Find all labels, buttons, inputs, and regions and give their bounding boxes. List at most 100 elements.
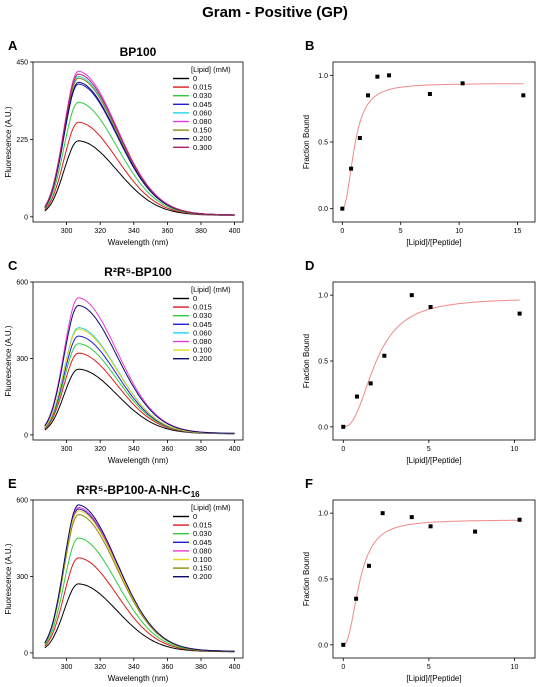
- legend-entry: 0.045: [193, 320, 212, 329]
- legend-entry: 0.015: [193, 303, 212, 312]
- legend-entry: 0.015: [193, 521, 212, 530]
- legend-title: [Lipid] (mM): [191, 65, 231, 74]
- x-axis-label: Wavelength (nm): [108, 456, 169, 465]
- plot-frame: [332, 61, 536, 223]
- x-tick-label: 10: [511, 446, 519, 453]
- x-tick-label: 340: [128, 446, 140, 453]
- legend-entry: 0.080: [193, 546, 212, 555]
- legend-entry: 0.080: [193, 117, 212, 126]
- legend-title: [Lipid] (mM): [191, 285, 231, 294]
- legend-entry: 0.015: [193, 83, 212, 92]
- panel-letter: C: [8, 258, 18, 273]
- x-tick-label: 380: [195, 228, 207, 235]
- fit-curve: [341, 83, 524, 210]
- y-tick-label: 0.0: [318, 424, 328, 431]
- x-tick-label: 400: [229, 228, 241, 235]
- panel-letter: B: [305, 38, 314, 53]
- series-line: [44, 304, 235, 434]
- series-line: [44, 504, 235, 652]
- y-tick-label: 600: [16, 280, 28, 287]
- plot-frame: [332, 499, 536, 659]
- data-point: [341, 424, 346, 429]
- x-tick-label: 10: [511, 664, 519, 671]
- x-axis-label: [Lipid]/[Peptide]: [406, 238, 461, 247]
- legend-entry: 0.200: [193, 354, 212, 363]
- data-point: [460, 81, 465, 86]
- data-point: [382, 353, 387, 358]
- data-point: [428, 305, 433, 310]
- y-tick-label: 300: [16, 356, 28, 363]
- legend-title: [Lipid] (mM): [191, 503, 231, 512]
- data-point: [517, 311, 522, 316]
- x-tick-label: 10: [455, 228, 463, 235]
- x-axis-label: Wavelength (nm): [108, 238, 169, 247]
- chart-title: BP100: [120, 45, 157, 59]
- y-tick-label: 0.5: [318, 359, 328, 366]
- data-point: [366, 563, 371, 568]
- legend-entry: 0.030: [193, 529, 212, 538]
- x-tick-label: 320: [94, 446, 106, 453]
- y-axis-label: Fraction Bound: [302, 552, 311, 606]
- panel-d: D 0 5 10 0.0 0.5 1.0 [Lipid]/[Peptide] Fraction …: [302, 258, 536, 465]
- plot-frame: [332, 281, 536, 441]
- data-point: [409, 515, 414, 520]
- y-tick-label: 0.0: [318, 642, 328, 649]
- fit-curve: [343, 299, 520, 428]
- data-point: [473, 529, 478, 534]
- x-tick-label: 340: [128, 228, 140, 235]
- x-tick-label: 0: [340, 228, 344, 235]
- plot-frame: [32, 61, 244, 223]
- data-point: [354, 394, 359, 399]
- legend-entry: 0.030: [193, 91, 212, 100]
- panel-a: A 300 320 340 360 380 400 0 225 450 Wavelength (nm…: [4, 38, 244, 247]
- panel-f: F 0 5 10 0.0 0.5 1.0 [Lipid]/[Peptide] Fraction …: [302, 476, 536, 683]
- legend-entry: 0: [193, 74, 197, 83]
- data-point: [380, 511, 385, 516]
- x-tick-label: 300: [61, 228, 73, 235]
- legend-entry: 0.030: [193, 311, 212, 320]
- y-tick-label: 0: [24, 650, 28, 657]
- data-point: [387, 73, 392, 78]
- series-line: [44, 352, 235, 435]
- data-point: [427, 92, 432, 96]
- figure-title: Gram - Positive (GP): [202, 4, 348, 21]
- data-point: [366, 93, 371, 98]
- x-tick-label: 300: [61, 664, 73, 671]
- panel-letter: A: [8, 38, 18, 53]
- y-tick-label: 0: [24, 214, 28, 221]
- x-tick-label: 380: [195, 446, 207, 453]
- panel-letter: F: [305, 476, 313, 491]
- legend-entry: 0.150: [193, 126, 212, 135]
- data-point: [341, 642, 346, 647]
- legend-entry: 0.045: [193, 100, 212, 109]
- plot-frame: [32, 499, 244, 659]
- y-axis-label: Fluorescence (A.U.): [4, 543, 13, 614]
- panel-letter: E: [8, 476, 17, 491]
- y-tick-label: 450: [16, 60, 28, 67]
- x-tick-label: 5: [399, 228, 403, 235]
- series-line: [44, 583, 235, 653]
- y-tick-label: 0.5: [318, 140, 328, 147]
- x-tick-label: 5: [427, 664, 431, 671]
- y-tick-label: 0.0: [318, 206, 328, 213]
- x-tick-label: 15: [514, 228, 522, 235]
- y-tick-label: 1.0: [318, 73, 328, 80]
- x-tick-label: 340: [128, 664, 140, 671]
- y-tick-label: 1.0: [318, 511, 328, 518]
- legend-entry: 0.300: [193, 143, 212, 152]
- chart-title: R²R⁵-BP100-A-NH-C16: [76, 483, 200, 499]
- y-axis-label: Fluorescence (A.U.): [4, 106, 13, 177]
- x-tick-label: 360: [162, 664, 174, 671]
- panel-c: C 300 320 340 360 380 400 0 300 600 Wavelength (nm…: [4, 258, 244, 465]
- y-tick-label: 225: [16, 137, 28, 144]
- x-tick-label: 360: [162, 228, 174, 235]
- y-tick-label: 300: [16, 574, 28, 581]
- x-axis-label: Wavelength (nm): [108, 674, 169, 683]
- x-tick-label: 0: [341, 664, 345, 671]
- x-tick-label: 320: [94, 664, 106, 671]
- legend-entry: 0: [193, 512, 197, 521]
- x-tick-label: 300: [61, 446, 73, 453]
- series-line: [44, 73, 235, 216]
- x-tick-label: 0: [341, 446, 345, 453]
- x-tick-label: 400: [229, 446, 241, 453]
